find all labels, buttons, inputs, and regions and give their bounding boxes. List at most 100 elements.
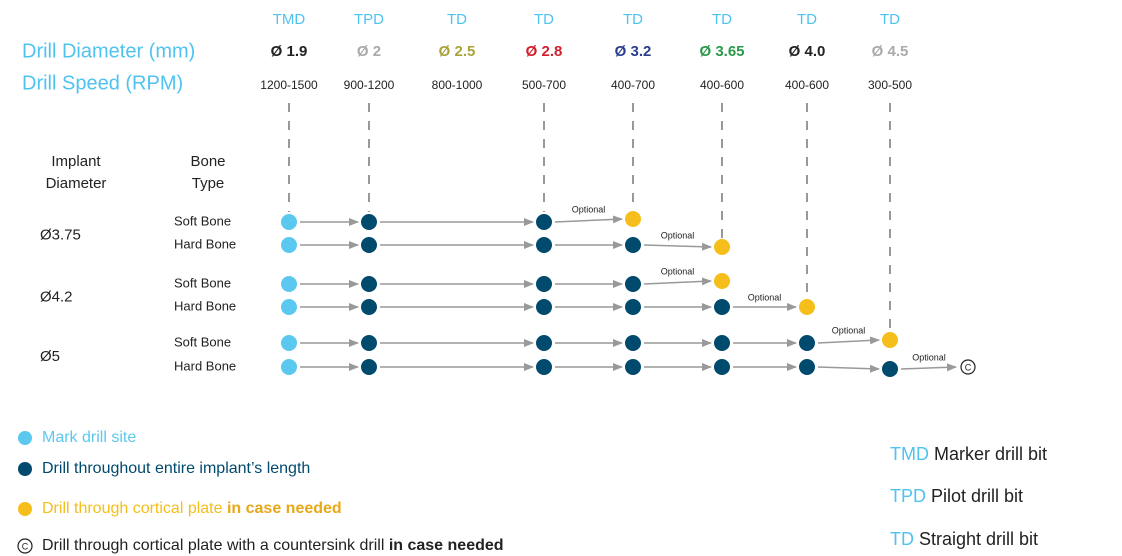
drill-diameter: Ø 4.5 [872,43,909,60]
legend-text-part: Drill through cortical plate with a coun… [42,537,389,554]
drill-dot [281,299,297,315]
drill-speed: 500-700 [522,78,566,92]
drill-dot [799,299,815,315]
legend-text-part: Drill through cortical plate [42,500,227,517]
drill-dot [361,214,377,230]
implant-label: Diameter [46,175,107,192]
legend-text-part: Mark drill site [42,429,136,446]
bone-type: Hard Bone [174,298,236,313]
drill-dot [714,239,730,255]
drill-diameter: Ø 2.8 [526,43,563,60]
drill-dot [536,276,552,292]
bit-code: TPD [890,486,926,506]
drill-type: TD [447,11,467,28]
legend-text: Drill through cortical plate with a coun… [42,537,504,554]
bone-type: Hard Bone [174,236,236,251]
legend-icon [17,538,33,554]
drill-diameter: Ø 2 [357,43,381,60]
bit-text: Pilot drill bit [926,486,1023,506]
bone-type: Soft Bone [174,213,231,228]
drill-dot [281,276,297,292]
drill-speed: 400-600 [700,78,744,92]
drill-dot [625,276,641,292]
drill-dot [536,335,552,351]
drill-dot [625,237,641,253]
optional-label: Optional [661,266,695,276]
drill-type: TD [534,11,554,28]
drill-type: TD [797,11,817,28]
drill-dot [714,299,730,315]
drill-dot [361,237,377,253]
drill-dot [536,237,552,253]
bit-code: TMD [890,444,929,464]
drill-dot [882,361,898,377]
legend-text: Drill through cortical plate in case nee… [42,500,342,517]
bit-text: Marker drill bit [929,444,1047,464]
drill-dot [281,237,297,253]
arrow [643,277,712,286]
drill-dot [625,359,641,375]
speed-label: Drill Speed (RPM) [22,72,183,94]
drill-dot [714,335,730,351]
diameter-label: Drill Diameter (mm) [22,40,195,62]
optional-label: Optional [748,292,782,302]
drill-speed: 800-1000 [432,78,483,92]
arrow [900,363,957,372]
implant-label: Implant [51,153,101,170]
bone-label: Type [192,175,225,192]
drill-dot [281,214,297,230]
drill-dot [625,335,641,351]
implant-diameter: Ø5 [40,348,60,365]
implant-diameter: Ø3.75 [40,226,81,243]
legend-text: Mark drill site [42,429,136,446]
bone-type: Soft Bone [174,334,231,349]
drill-dot [536,359,552,375]
drill-speed: 400-600 [785,78,829,92]
optional-label: Optional [832,325,866,335]
drill-dot [361,299,377,315]
arrow [817,336,880,345]
drill-speed: 1200-1500 [260,78,318,92]
drill-type: TMD [273,11,306,28]
drill-dot [714,273,730,289]
bit-legend: TD Straight drill bit [890,529,1038,549]
bone-label: Bone [190,153,225,170]
drill-dot [536,299,552,315]
drill-type: TD [623,11,643,28]
legend-dot [18,462,32,476]
arrow [817,364,880,373]
drill-dot [799,335,815,351]
implant-diameter: Ø4.2 [40,288,73,305]
bone-type: Hard Bone [174,358,236,373]
drill-diameter: Ø 1.9 [271,43,308,60]
legend-dot [18,431,32,445]
drill-speed: 400-700 [611,78,655,92]
bit-legend: TPD Pilot drill bit [890,486,1023,506]
drill-dot [281,335,297,351]
legend-text-part: Drill throughout entire implant’s length [42,460,310,477]
drill-dot [882,332,898,348]
drill-diameter: Ø 3.65 [699,43,744,60]
legend-bold: in case needed [227,500,342,517]
drill-dot [799,359,815,375]
optional-label: Optional [661,230,695,240]
bone-type: Soft Bone [174,275,231,290]
drill-type: TPD [354,11,384,28]
legend-symbol: C [22,541,29,551]
bit-code: TD [890,529,914,549]
countersink-symbol: C [965,362,972,372]
optional-label: Optional [912,352,946,362]
arrow [554,215,623,224]
bit-text: Straight drill bit [914,529,1038,549]
drill-dot [536,214,552,230]
optional-label: Optional [572,204,606,214]
countersink-icon [960,359,976,375]
drill-type: TD [712,11,732,28]
drill-dot [361,359,377,375]
drill-dot [281,359,297,375]
drill-speed: 900-1200 [344,78,395,92]
drill-diameter: Ø 4.0 [789,43,826,60]
drill-dot [361,276,377,292]
drill-dot [625,211,641,227]
